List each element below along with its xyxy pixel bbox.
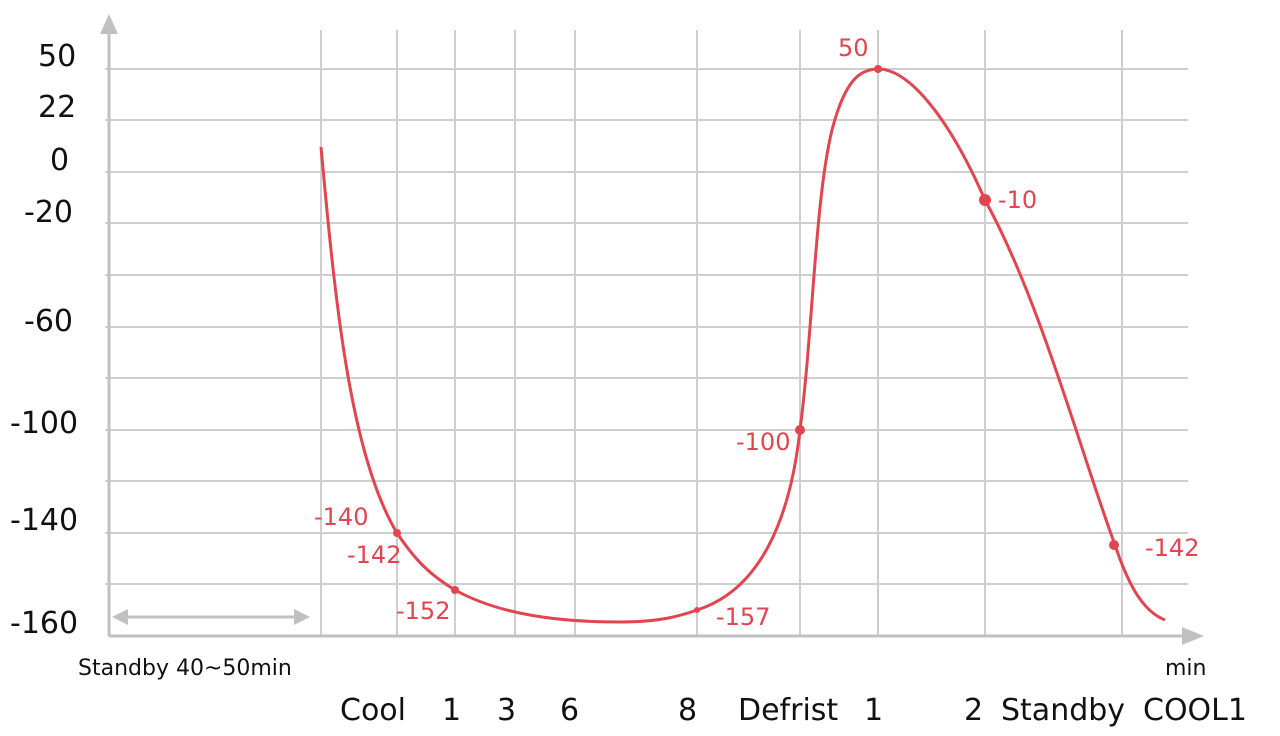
series-line — [319, 67, 1166, 624]
x-tick-labels: Cool 1 3 6 8 Defrist 1 2 Standby COOL1 — [340, 693, 1247, 728]
data-point — [393, 529, 401, 537]
x-tick-label: 8 — [678, 693, 697, 728]
data-label: 50 — [838, 34, 869, 62]
y-tick-label: -100 — [10, 406, 78, 441]
x-tick-label: Standby — [1001, 693, 1125, 728]
data-label: -140 — [314, 503, 368, 531]
data-points — [393, 65, 1119, 613]
x-tick-label: 3 — [497, 693, 516, 728]
x-tick-label: Defrist — [738, 693, 838, 728]
y-tick-labels: 50 22 0 -20 -60 -100 -140 -160 — [10, 39, 78, 641]
x-unit-label: min — [1165, 656, 1207, 681]
y-tick-label: -160 — [10, 606, 78, 641]
standby-arrow-left — [112, 609, 128, 625]
axes — [100, 14, 1204, 645]
y-tick-label: 22 — [38, 90, 76, 125]
y-tick-label: 50 — [38, 39, 76, 74]
data-point — [694, 607, 700, 613]
data-labels: -140 -142 -152 -157 -100 50 -10 -142 — [314, 34, 1199, 631]
x-tick-label: 1 — [864, 693, 883, 728]
y-tick-label: 0 — [50, 143, 69, 178]
x-tick-label: 6 — [560, 693, 579, 728]
grid — [105, 30, 1188, 636]
y-axis-arrow — [100, 14, 118, 34]
data-label: -152 — [396, 597, 450, 625]
y-tick-label: -20 — [24, 195, 73, 230]
standby-annotation: Standby 40~50min — [78, 656, 292, 681]
data-label: -100 — [736, 428, 790, 456]
data-label: -10 — [998, 186, 1037, 214]
y-tick-label: -140 — [10, 503, 78, 538]
data-point — [979, 194, 991, 206]
data-label: -157 — [716, 603, 770, 631]
x-tick-label: COOL1 — [1143, 693, 1247, 728]
data-label: -142 — [347, 541, 401, 569]
data-point — [451, 586, 459, 594]
data-label: -142 — [1145, 534, 1199, 562]
data-point — [1109, 540, 1119, 550]
x-tick-label: 2 — [964, 693, 983, 728]
y-tick-label: -60 — [24, 304, 73, 339]
data-point — [874, 65, 882, 73]
data-point — [795, 425, 805, 435]
x-tick-label: 1 — [442, 693, 461, 728]
standby-arrow-right — [294, 609, 310, 625]
x-tick-label: Cool — [340, 693, 406, 728]
x-axis-arrow — [1182, 627, 1204, 645]
